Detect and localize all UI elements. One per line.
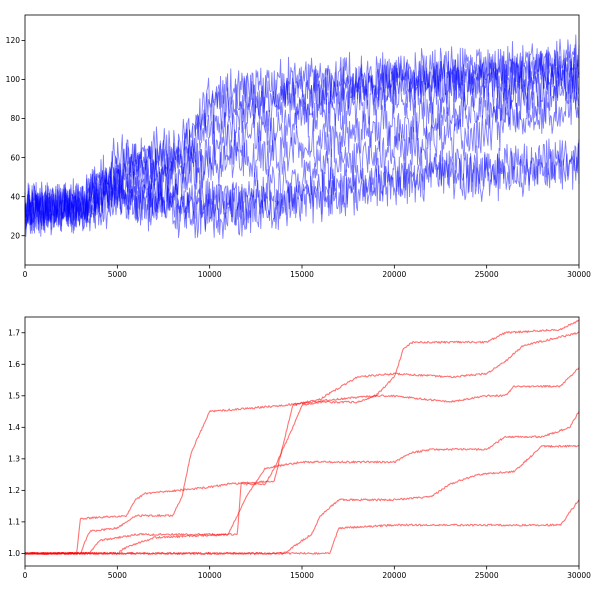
y-tick-label: 1.4 bbox=[8, 423, 20, 432]
series-line-8 bbox=[24, 143, 580, 234]
y-tick-label: 40 bbox=[10, 192, 20, 201]
y-tick-label: 1.5 bbox=[8, 391, 20, 400]
x-tick-label: 5000 bbox=[108, 270, 127, 279]
x-tick-label: 0 bbox=[23, 571, 28, 580]
y-tick-label: 1.6 bbox=[8, 360, 20, 369]
series-line-2 bbox=[24, 319, 580, 555]
y-tick-label: 1.0 bbox=[8, 549, 20, 558]
x-tick-label: 5000 bbox=[108, 571, 127, 580]
series-line-3 bbox=[24, 51, 580, 233]
series-line-1 bbox=[24, 331, 580, 555]
series-line-6 bbox=[24, 499, 580, 555]
x-tick-label: 30000 bbox=[567, 571, 591, 580]
y-tick-label: 1.3 bbox=[8, 455, 20, 464]
y-tick-label: 1.1 bbox=[8, 518, 20, 527]
y-tick-label: 60 bbox=[10, 153, 20, 162]
series-line-5 bbox=[25, 444, 580, 555]
y-tick-label: 20 bbox=[10, 231, 20, 240]
x-tick-label: 30000 bbox=[567, 270, 591, 279]
series-line-5 bbox=[24, 68, 580, 232]
series-line-4 bbox=[24, 411, 580, 555]
x-tick-label: 20000 bbox=[382, 571, 406, 580]
x-tick-label: 25000 bbox=[475, 270, 499, 279]
x-tick-label: 15000 bbox=[290, 571, 314, 580]
y-tick-label: 1.7 bbox=[8, 328, 20, 337]
x-tick-label: 25000 bbox=[475, 571, 499, 580]
series-line-3 bbox=[24, 367, 580, 555]
x-tick-label: 10000 bbox=[198, 270, 222, 279]
x-tick-label: 0 bbox=[23, 270, 28, 279]
chart-panel-1: 0 5000 10000 15000 20000 25000 30000 20 40 60 80 10… bbox=[6, 14, 591, 279]
y-tick-label: 1.2 bbox=[8, 486, 20, 495]
y-tick-label: 100 bbox=[6, 75, 21, 84]
y-tick-label: 120 bbox=[6, 36, 21, 45]
x-tick-label: 15000 bbox=[290, 270, 314, 279]
x-tick-label: 20000 bbox=[382, 270, 406, 279]
axes-frame bbox=[24, 14, 580, 266]
chart-panel-2: 0 5000 10000 15000 20000 25000 30000 1.0 1.1 1.2 1… bbox=[8, 316, 591, 580]
x-tick-label: 10000 bbox=[198, 571, 222, 580]
y-tick-label: 80 bbox=[10, 114, 20, 123]
